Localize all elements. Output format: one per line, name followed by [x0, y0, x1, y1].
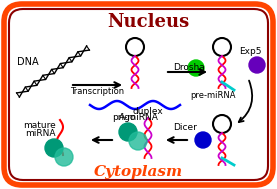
Circle shape: [55, 148, 73, 166]
Text: Ago: Ago: [119, 114, 137, 122]
Circle shape: [119, 123, 137, 141]
Text: mature: mature: [24, 121, 57, 129]
Text: Cytoplasm: Cytoplasm: [93, 165, 183, 179]
Text: Dicer: Dicer: [173, 123, 197, 132]
FancyArrowPatch shape: [239, 81, 252, 122]
Text: Exp5: Exp5: [239, 47, 261, 57]
Circle shape: [195, 132, 211, 148]
Circle shape: [45, 139, 63, 157]
Text: Drosha: Drosha: [173, 64, 205, 73]
Text: DNA: DNA: [17, 57, 39, 67]
Text: pri-miRNA: pri-miRNA: [112, 114, 158, 122]
Text: Transcription: Transcription: [70, 88, 124, 97]
Text: miRNA: miRNA: [25, 129, 55, 139]
Text: Nucleus: Nucleus: [107, 13, 189, 31]
Text: pre-miRNA: pre-miRNA: [190, 91, 236, 99]
Circle shape: [129, 132, 147, 150]
Circle shape: [249, 57, 265, 73]
Text: duplex: duplex: [133, 108, 163, 116]
Circle shape: [188, 60, 204, 76]
FancyBboxPatch shape: [4, 4, 273, 185]
